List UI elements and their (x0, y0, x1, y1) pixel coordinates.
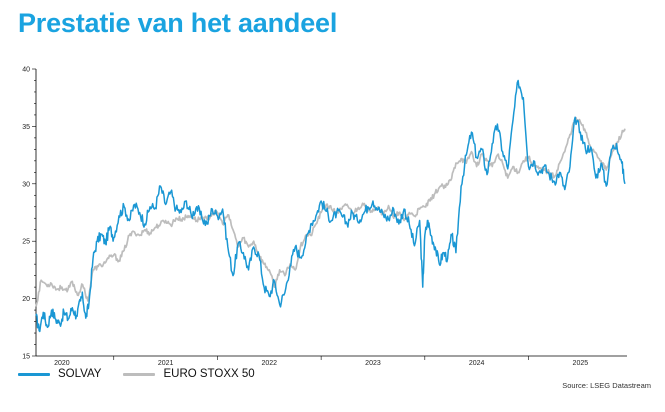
x-tick-label: 2025 (573, 360, 589, 367)
x-tick-label: 2020 (54, 360, 70, 367)
chart-series (35, 79, 626, 333)
x-tick-label: 2021 (158, 360, 174, 367)
chart-legend: SOLVAY EURO STOXX 50 (18, 368, 277, 380)
series-line-eurostoxx (35, 116, 626, 307)
legend-label-solvay: SOLVAY (58, 368, 102, 380)
x-tick-label: 2024 (469, 360, 485, 367)
y-tick-label: 40 (22, 67, 30, 74)
legend-item-eurostoxx: EURO STOXX 50 (123, 368, 255, 380)
series-line-solvay (35, 79, 626, 333)
y-tick-label: 25 (22, 239, 30, 246)
y-tick-label: 20 (22, 296, 30, 303)
legend-item-solvay: SOLVAY (18, 368, 101, 380)
x-tick-label: 2022 (262, 360, 278, 367)
legend-label-eurostoxx: EURO STOXX 50 (163, 368, 255, 380)
legend-swatch-eurostoxx (123, 372, 156, 376)
y-tick-label: 30 (22, 181, 30, 188)
legend-swatch-solvay (18, 372, 50, 376)
y-tick-label: 15 (22, 354, 30, 361)
x-tick-label: 2023 (365, 360, 381, 367)
page-title: Prestatie van het aandeel (18, 8, 338, 38)
y-tick-label: 35 (22, 124, 30, 131)
source-note: Source: LSEG Datastream (562, 381, 651, 390)
